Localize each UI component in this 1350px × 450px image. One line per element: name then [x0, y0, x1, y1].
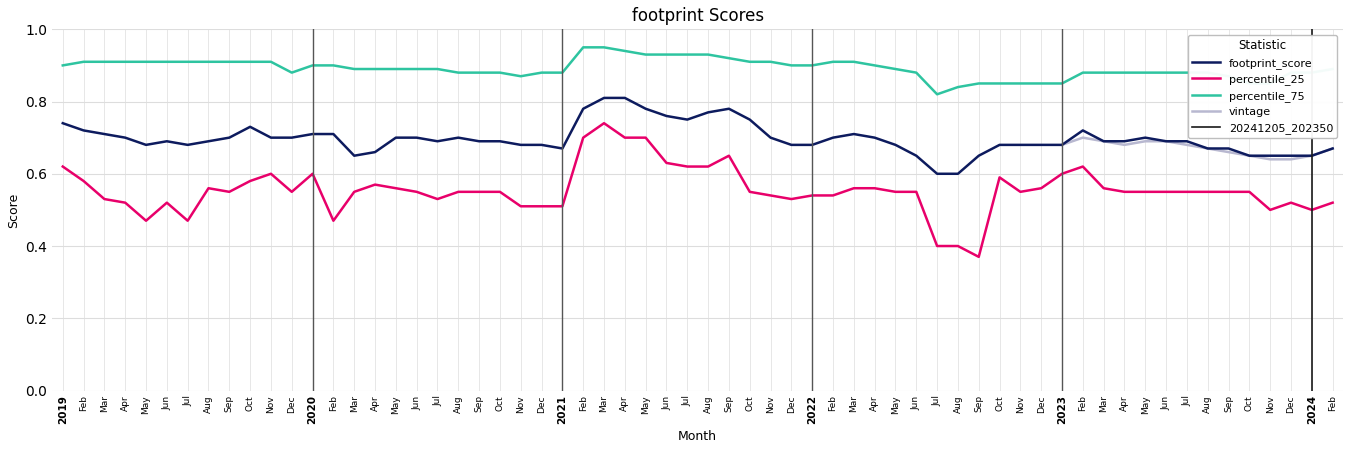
vintage	[1282, 157, 1299, 162]
percentile_75	[929, 92, 945, 97]
percentile_25	[1200, 189, 1216, 194]
Line: percentile_25: percentile_25	[62, 123, 1332, 257]
percentile_75	[575, 45, 591, 50]
Line: vintage: vintage	[1062, 138, 1332, 159]
Legend: footprint_score, percentile_25, percentile_75, vintage, 20241205_202350: footprint_score, percentile_25, percenti…	[1188, 35, 1338, 138]
footprint_score	[1200, 146, 1216, 151]
vintage	[1116, 142, 1133, 148]
percentile_75	[1324, 66, 1341, 72]
percentile_75	[387, 66, 404, 72]
vintage	[1096, 139, 1112, 144]
footprint_score	[54, 121, 70, 126]
percentile_25	[701, 164, 717, 169]
percentile_25	[971, 254, 987, 260]
Line: footprint_score: footprint_score	[62, 98, 1332, 174]
percentile_75	[305, 63, 321, 68]
vintage	[1304, 153, 1320, 158]
percentile_75	[54, 63, 70, 68]
percentile_25	[305, 171, 321, 176]
X-axis label: Month: Month	[678, 430, 717, 443]
vintage	[1158, 139, 1174, 144]
vintage	[1324, 146, 1341, 151]
percentile_25	[595, 121, 612, 126]
footprint_score	[595, 95, 612, 101]
vintage	[1241, 153, 1257, 158]
vintage	[1179, 142, 1195, 148]
footprint_score	[845, 131, 861, 137]
footprint_score	[387, 135, 404, 140]
vintage	[1137, 139, 1153, 144]
footprint_score	[1324, 146, 1341, 151]
footprint_score	[305, 131, 321, 137]
percentile_25	[845, 185, 861, 191]
percentile_25	[1324, 200, 1341, 205]
Y-axis label: Score: Score	[7, 192, 20, 228]
percentile_25	[54, 164, 70, 169]
percentile_25	[387, 185, 404, 191]
vintage	[1054, 142, 1071, 148]
percentile_75	[1200, 70, 1216, 75]
Title: footprint Scores: footprint Scores	[632, 7, 764, 25]
footprint_score	[159, 139, 176, 144]
Line: percentile_75: percentile_75	[62, 47, 1332, 94]
percentile_75	[701, 52, 717, 57]
percentile_75	[845, 59, 861, 64]
vintage	[1220, 149, 1237, 155]
vintage	[1075, 135, 1091, 140]
vintage	[1262, 157, 1278, 162]
vintage	[1200, 146, 1216, 151]
footprint_score	[929, 171, 945, 176]
footprint_score	[701, 110, 717, 115]
percentile_75	[159, 59, 176, 64]
percentile_25	[159, 200, 176, 205]
